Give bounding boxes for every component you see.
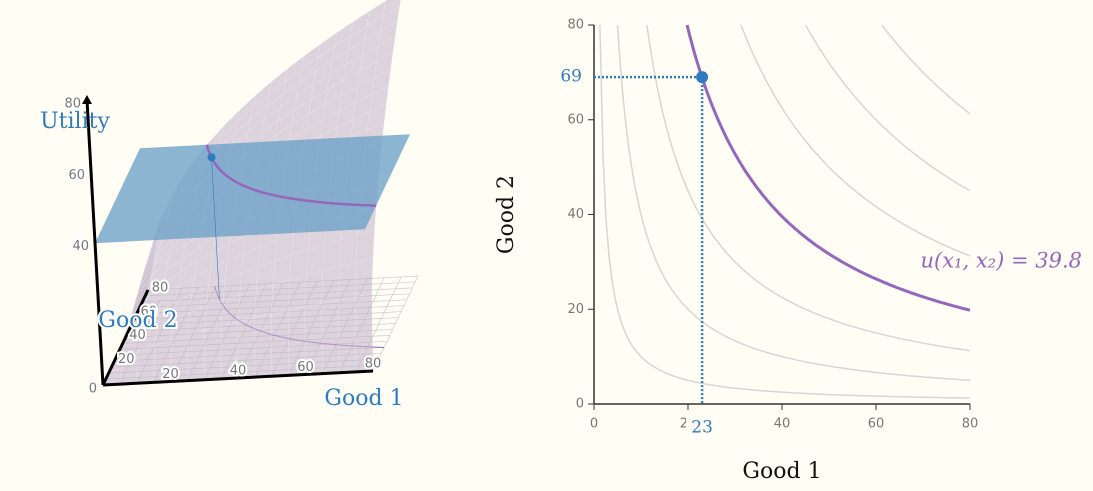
surface-patch — [378, 20, 398, 47]
level-curve — [646, 24, 971, 352]
surface-patch — [304, 270, 324, 308]
x-tick-label: 0 — [590, 417, 598, 432]
bundle-point — [207, 153, 216, 162]
axis-line — [85, 99, 105, 386]
z-tick-label: 80 — [64, 97, 81, 112]
level-curve — [616, 24, 971, 382]
axis-line — [102, 369, 374, 387]
indifference-plot: 0204060800204060802369u(x₁, x₂) = 39.8Go… — [494, 18, 1082, 485]
y-tick-label: 20 — [118, 352, 135, 367]
y-tick-label: 40 — [129, 328, 146, 343]
x-tick-label: 60 — [868, 417, 885, 432]
surface-patch — [322, 239, 342, 272]
axis-arrow — [82, 95, 92, 104]
y-tick-label: 0 — [576, 397, 584, 412]
z-tick-label: 40 — [72, 239, 89, 254]
indifference-curve — [205, 144, 377, 207]
surface-patch — [271, 279, 290, 315]
y-tick-label: 80 — [152, 281, 169, 296]
x-axis-title: Good 1 — [324, 386, 403, 411]
z-tick-label: 0 — [89, 382, 97, 397]
bundle-point — [696, 71, 709, 84]
axis-line — [101, 289, 150, 386]
y-tick-label: 20 — [567, 302, 584, 317]
x-axis-title: Good 1 — [742, 459, 821, 484]
level-curve — [804, 24, 971, 192]
indifference-curve — [685, 24, 971, 312]
level-curve — [599, 24, 971, 399]
surface-patch — [380, 5, 401, 32]
drop-line — [211, 157, 220, 300]
y-axis-title: Good 2 — [98, 308, 177, 333]
point-x-label: 23 — [691, 418, 713, 438]
z-tick-label: 60 — [68, 168, 85, 183]
surface-patch — [187, 329, 205, 381]
curve-label: u(x₁, x₂) = 39.8 — [921, 249, 1083, 273]
surface-patch — [371, 68, 392, 95]
surface-patch — [271, 310, 289, 377]
point-y-label: 69 — [560, 67, 582, 87]
surface-patch — [254, 313, 273, 378]
surface-patch — [338, 296, 357, 374]
x-tick-label: 60 — [297, 360, 314, 375]
z-axis-title: Utility — [40, 109, 110, 134]
surface-patch — [287, 275, 307, 311]
label-bg — [686, 414, 719, 436]
floor-grid — [372, 275, 419, 372]
x-tick-label: 40 — [230, 364, 247, 379]
surface-patch — [339, 234, 359, 267]
surface-patch — [237, 289, 257, 323]
surface-patch — [305, 244, 325, 276]
y-tick-label: 40 — [567, 207, 584, 222]
surface-patch — [382, 0, 401, 17]
surface-patch — [354, 258, 374, 298]
surface-patch — [204, 325, 222, 381]
surface-patch — [376, 36, 396, 63]
x-tick-label: 80 — [365, 357, 382, 372]
surface-patch — [321, 299, 340, 374]
surface-patch — [356, 229, 375, 263]
surface-patch — [321, 266, 340, 304]
level-curve — [740, 24, 971, 257]
surface-patch — [254, 284, 274, 319]
level-curve — [881, 24, 971, 115]
y-axis-title: Good 2 — [494, 175, 519, 254]
y-tick-label: 60 — [140, 304, 157, 319]
x-tick-label: 40 — [774, 417, 791, 432]
y-tick-label: 60 — [567, 112, 584, 127]
y-tick-label: 80 — [567, 18, 584, 33]
surface-patch — [338, 262, 357, 301]
x-tick-label: 80 — [962, 417, 979, 432]
x-tick-label: 20 — [162, 367, 179, 382]
